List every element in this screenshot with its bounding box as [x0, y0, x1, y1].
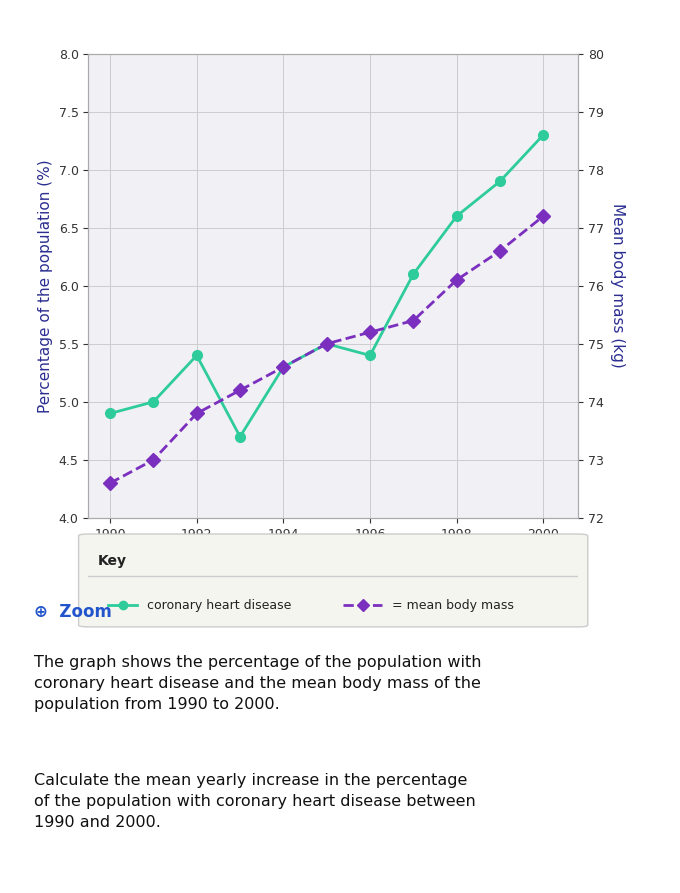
- Text: ⊕  Zoom: ⊕ Zoom: [34, 603, 112, 621]
- Y-axis label: Mean body mass (kg): Mean body mass (kg): [609, 204, 624, 368]
- X-axis label: Year: Year: [313, 547, 354, 564]
- FancyBboxPatch shape: [79, 534, 588, 627]
- Text: Calculate the mean yearly increase in the percentage
of the population with coro: Calculate the mean yearly increase in th…: [34, 773, 476, 830]
- Y-axis label: Percentage of the population (%): Percentage of the population (%): [38, 159, 53, 413]
- Text: coronary heart disease: coronary heart disease: [147, 599, 292, 612]
- Text: The graph shows the percentage of the population with
coronary heart disease and: The graph shows the percentage of the po…: [34, 655, 481, 713]
- Text: Key: Key: [98, 554, 127, 568]
- Text: = mean body mass: = mean body mass: [392, 599, 514, 612]
